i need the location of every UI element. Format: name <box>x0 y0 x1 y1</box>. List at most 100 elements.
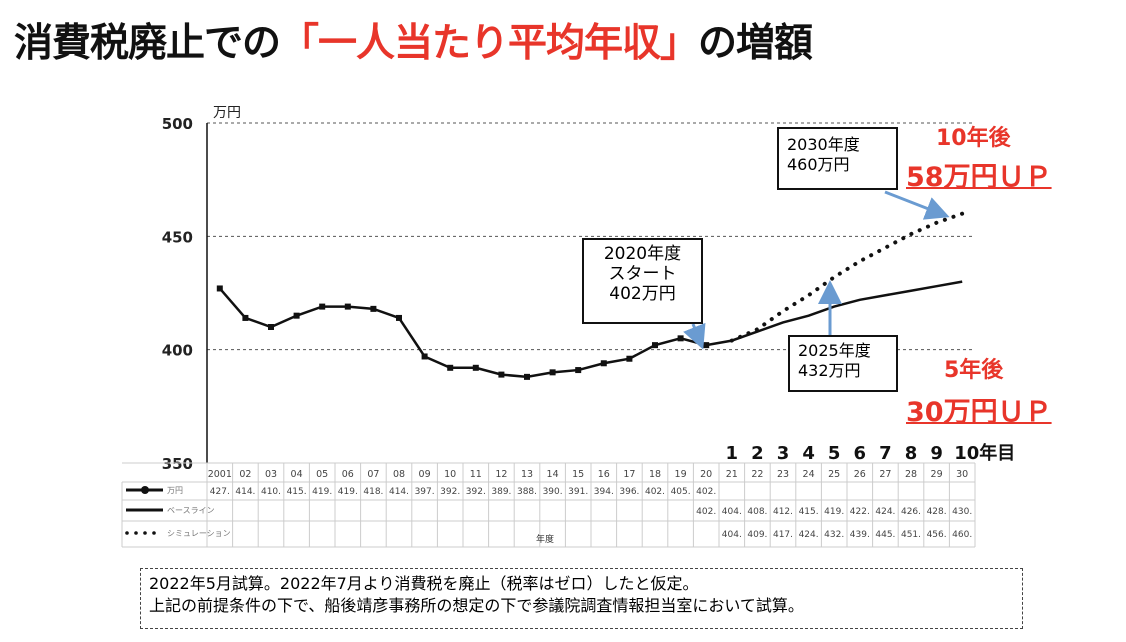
year-count-label: 4 <box>802 443 815 464</box>
data-label: 424. <box>799 530 819 540</box>
annotation-2020: 2020年度 スタート 402万円 <box>582 238 703 324</box>
data-point <box>344 303 351 310</box>
x-tick-label: 17 <box>623 469 635 480</box>
series-line-simulation <box>729 211 965 343</box>
data-label: 424. <box>875 507 895 517</box>
data-label: 415. <box>287 487 307 497</box>
data-point <box>652 342 658 349</box>
legend-label: シミュレーション <box>167 529 231 538</box>
data-label: 404. <box>722 530 742 540</box>
data-label: 404. <box>722 507 742 517</box>
annotation-2030: 2030年度 460万円 <box>777 127 898 190</box>
title-suffix: の増額 <box>698 21 813 66</box>
data-point <box>268 324 274 330</box>
x-tick-label: 18 <box>649 469 661 480</box>
y-tick-label: 400 <box>162 342 193 360</box>
y-tick-label: 350 <box>162 455 193 473</box>
x-tick-label: 13 <box>521 469 533 480</box>
x-tick-label: 10 <box>444 469 456 480</box>
data-label: 456. <box>927 530 947 540</box>
year-count-label: 10年目 <box>954 442 1015 464</box>
annotation-2030-line2: 460万円 <box>787 155 850 174</box>
year-count-label: 8 <box>905 443 918 464</box>
y-tick-label: 500 <box>162 115 193 133</box>
data-label: 402. <box>696 507 716 517</box>
data-label: 419. <box>824 507 844 517</box>
data-label: 422. <box>850 507 870 517</box>
data-label: 410. <box>261 487 281 497</box>
x-tick-label: 25 <box>828 469 840 480</box>
data-point <box>524 373 530 380</box>
x-tick-label: 21 <box>726 469 738 480</box>
data-point <box>421 353 428 360</box>
x-tick-label: 23 <box>777 469 789 480</box>
x-tick-label: 06 <box>342 469 354 480</box>
x-tick-label: 11 <box>470 469 482 480</box>
legend-label: 万円 <box>167 486 183 495</box>
year-count-label: 2 <box>751 443 764 464</box>
y-axis-label: 万円 <box>213 105 241 121</box>
year-count-label: 3 <box>777 443 790 464</box>
series-line-actual <box>218 287 707 379</box>
data-point <box>677 335 684 342</box>
year-count-label: 7 <box>879 443 892 464</box>
x-tick-label: 26 <box>854 469 866 480</box>
data-label: 419. <box>312 487 332 497</box>
data-label: 388. <box>517 487 537 497</box>
x-tick-label: 2001 <box>208 469 232 480</box>
data-point <box>600 360 607 367</box>
data-label: 412. <box>773 507 793 517</box>
footnote-line2: 上記の前提条件の下で、船後靖彦事務所の想定の下で参議院調査情報担当室において試算… <box>149 596 804 615</box>
year-count-label: 6 <box>854 443 867 464</box>
page-title: 消費税廃止での「一人当たり平均年収」の増額 <box>14 12 813 68</box>
data-label: 396. <box>619 487 639 497</box>
data-label: 408. <box>747 507 767 517</box>
legend-marker <box>152 531 156 535</box>
annotation-2025: 2025年度 432万円 <box>788 335 898 392</box>
x-tick-label: 04 <box>291 469 303 480</box>
data-point <box>626 355 633 362</box>
data-point <box>472 364 479 371</box>
data-label: 439. <box>850 530 870 540</box>
x-tick-label: 29 <box>931 469 943 480</box>
data-point <box>498 371 505 378</box>
x-tick-label: 14 <box>547 469 559 480</box>
data-label: 445. <box>875 530 895 540</box>
x-tick-label: 24 <box>803 469 815 480</box>
year-count-label: 5 <box>828 443 841 464</box>
x-tick-label: 12 <box>495 469 507 480</box>
x-tick-label: 15 <box>572 469 584 480</box>
annotation-2025-line2: 432万円 <box>798 361 861 380</box>
annotation-2020-line2: スタート <box>608 264 677 284</box>
data-label: 451. <box>901 530 921 540</box>
x-tick-label: 22 <box>751 469 763 480</box>
data-point <box>370 305 377 312</box>
annotation-2025-line1: 2025年度 <box>798 341 871 360</box>
x-tick-label: 03 <box>265 469 277 480</box>
data-label: 419. <box>338 487 358 497</box>
data-label: 428. <box>927 507 947 517</box>
data-label: 392. <box>440 487 460 497</box>
annotation-2030-line1: 2030年度 <box>787 135 860 154</box>
legend-marker <box>143 531 147 535</box>
arrow-2030 <box>884 190 950 220</box>
x-tick-label: 19 <box>675 469 687 480</box>
data-label: 392. <box>466 487 486 497</box>
x-tick-label: 20 <box>700 469 712 480</box>
x-tick-label: 27 <box>879 469 891 480</box>
x-axis-label: 年度 <box>536 533 554 545</box>
data-point <box>216 285 223 292</box>
annotation-2020-line3: 402万円 <box>609 284 676 304</box>
x-tick-label: 07 <box>367 469 379 480</box>
data-label: 418. <box>363 487 383 497</box>
data-label: 405. <box>671 487 691 497</box>
x-tick-label: 08 <box>393 469 405 480</box>
data-point <box>242 314 249 321</box>
legend-label: ベースライン <box>167 506 215 515</box>
data-point <box>549 369 556 376</box>
data-label: 391. <box>568 487 588 497</box>
data-label: 390. <box>543 487 563 497</box>
data-label: 397. <box>415 487 435 497</box>
data-label: 427. <box>210 487 230 497</box>
data-label: 415. <box>799 507 819 517</box>
